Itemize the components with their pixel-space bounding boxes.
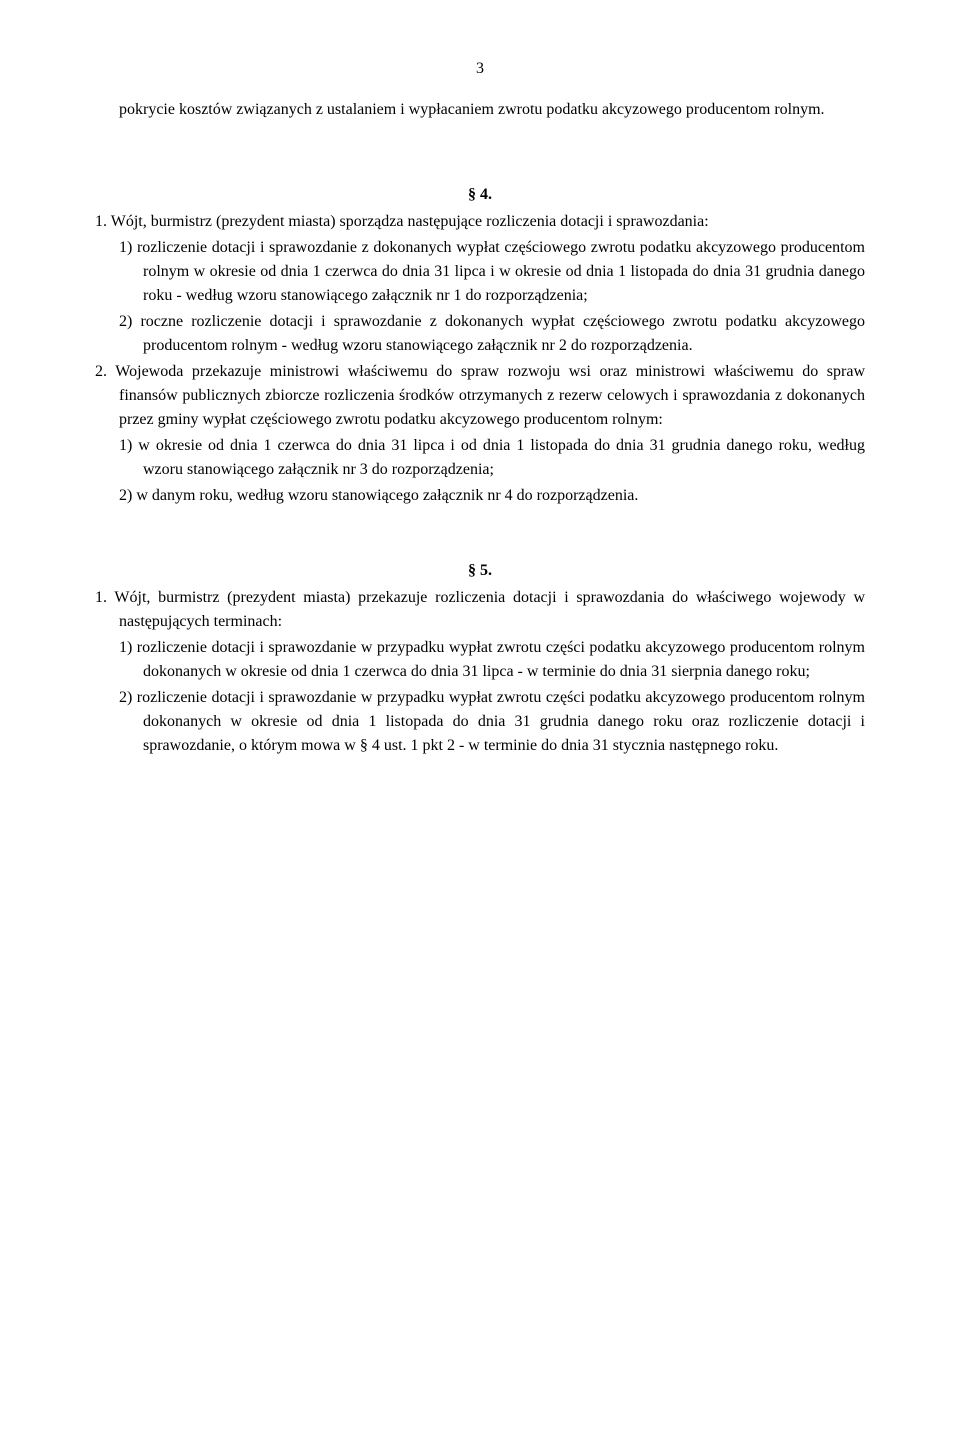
section-4-item-2-sub-2: 2) w danym roku, według wzoru stanowiące… <box>95 484 865 508</box>
section-5-header: § 5. <box>95 562 865 580</box>
section-5-item-1-sub-2: 2) rozliczenie dotacji i sprawozdanie w … <box>95 686 865 758</box>
page-number: 3 <box>95 60 865 78</box>
section-4-header: § 4. <box>95 186 865 204</box>
section-4-item-1: 1. Wójt, burmistrz (prezydent miasta) sp… <box>95 210 865 234</box>
section-4-item-2: 2. Wojewoda przekazuje ministrowi właści… <box>95 360 865 432</box>
section-4-item-1-sub-2: 2) roczne rozliczenie dotacji i sprawozd… <box>95 310 865 358</box>
intro-paragraph: pokrycie kosztów związanych z ustalaniem… <box>95 98 865 122</box>
section-4-item-1-sub-1: 1) rozliczenie dotacji i sprawozdanie z … <box>95 236 865 308</box>
section-4-item-2-sub-1: 1) w okresie od dnia 1 czerwca do dnia 3… <box>95 434 865 482</box>
section-5-item-1-sub-1: 1) rozliczenie dotacji i sprawozdanie w … <box>95 636 865 684</box>
section-5-item-1: 1. Wójt, burmistrz (prezydent miasta) pr… <box>95 586 865 634</box>
